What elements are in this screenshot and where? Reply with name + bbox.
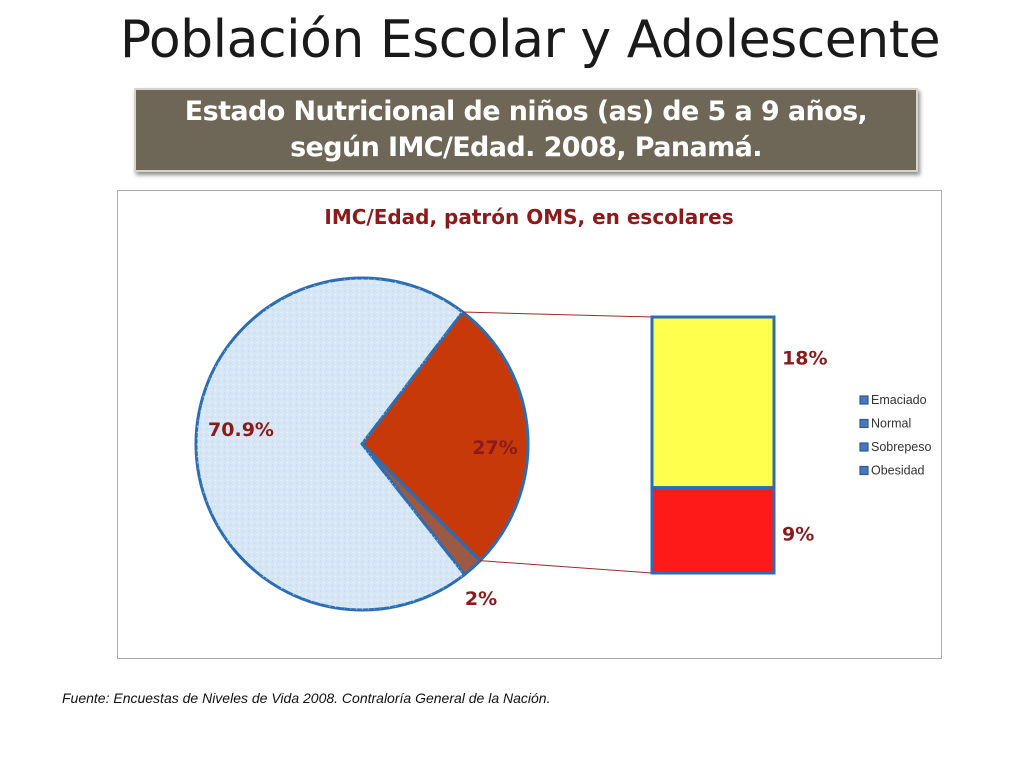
legend-swatch-emaciado bbox=[859, 395, 869, 405]
chart-banner: Estado Nutricional de niños (as) de 5 a … bbox=[134, 88, 918, 172]
legend-swatch-normal bbox=[859, 418, 869, 429]
bar-segment-obesidad bbox=[650, 486, 776, 575]
connector-line-bottom bbox=[480, 560, 653, 574]
bar-label-sobrepeso: 18% bbox=[782, 347, 827, 369]
pie-slice-texture bbox=[195, 277, 465, 610]
pie-label-emaciado: 2% bbox=[465, 588, 497, 610]
banner-text: Estado Nutricional de niños (as) de 5 a … bbox=[184, 96, 868, 163]
breakdown-bar bbox=[650, 315, 776, 575]
slide-title: Población Escolar y Adolescente bbox=[119, 10, 941, 70]
legend-swatch-obesidad bbox=[859, 465, 869, 476]
pie-group bbox=[194, 276, 530, 612]
chart-frame: IMC/Edad, patrón OMS, en escolares 70.9%… bbox=[117, 190, 942, 659]
bar-label-obesidad: 9% bbox=[782, 523, 814, 545]
chart-title: IMC/Edad, patrón OMS, en escolares bbox=[324, 205, 733, 229]
legend-label-sobrepeso: Sobrepeso bbox=[871, 440, 932, 454]
legend-label-normal: Normal bbox=[871, 417, 911, 431]
bar-segment-sobrepeso bbox=[650, 315, 776, 490]
source-note: Fuente: Encuestas de Niveles de Vida 200… bbox=[62, 690, 551, 706]
legend-label-obesidad: Obesidad bbox=[871, 464, 925, 478]
legend-label-emaciado: Emaciado bbox=[871, 393, 927, 407]
legend-swatch-sobrepeso bbox=[859, 442, 869, 452]
pie-chart: IMC/Edad, patrón OMS, en escolares 70.9%… bbox=[194, 205, 932, 612]
pie-label-normal: 70.9% bbox=[208, 419, 274, 441]
legend: Emaciado Normal Sobrepeso Obesidad bbox=[859, 393, 932, 478]
pie-slice-exceso-de-peso bbox=[360, 309, 530, 563]
connector-group bbox=[462, 311, 653, 574]
connector-line-top bbox=[462, 311, 653, 318]
data-labels: 70.9% 27% 2% 18% 9% bbox=[208, 347, 827, 610]
pie-label-exceso-de-peso: 27% bbox=[472, 437, 517, 459]
